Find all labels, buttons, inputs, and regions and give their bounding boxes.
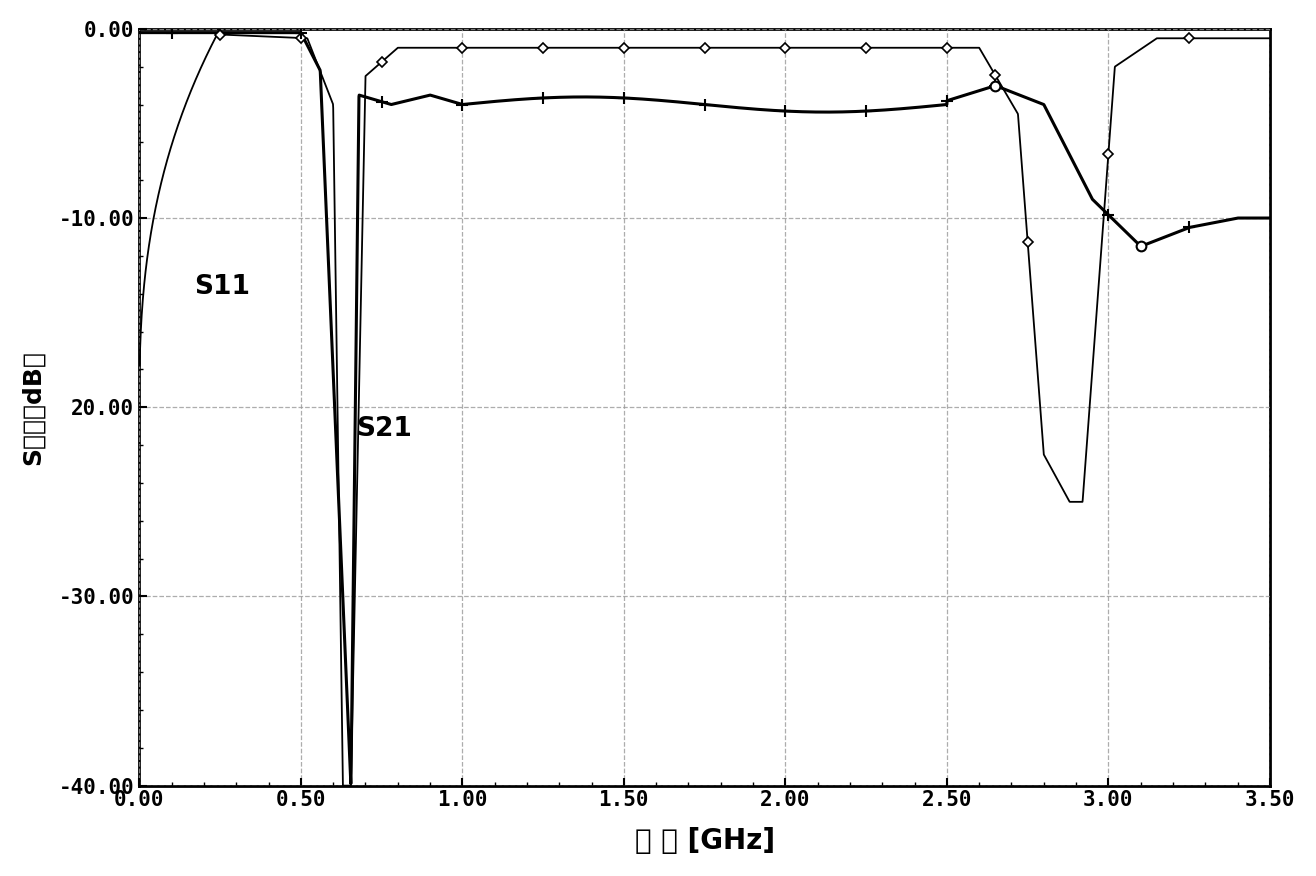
X-axis label: 频 率 [GHz]: 频 率 [GHz] (634, 827, 775, 855)
Text: S21: S21 (355, 415, 412, 442)
Text: S11: S11 (195, 273, 250, 300)
Y-axis label: S参数［dB］: S参数［dB］ (21, 350, 45, 464)
